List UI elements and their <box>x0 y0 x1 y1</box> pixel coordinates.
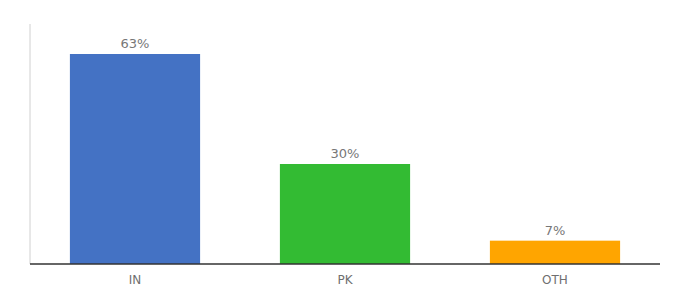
x-tick-label: PK <box>337 273 353 287</box>
y-axis-line <box>30 24 31 264</box>
x-axis-line <box>30 263 660 265</box>
data-label: 63% <box>121 36 150 51</box>
data-label: 7% <box>545 223 566 238</box>
chart-svg: 63% 30% 7% IN PK OTH <box>0 0 680 300</box>
bar <box>70 54 200 264</box>
data-label: 30% <box>331 146 360 161</box>
x-tick-label: OTH <box>542 273 568 287</box>
bar <box>490 241 620 264</box>
bar <box>280 164 410 264</box>
chart-container: 63% 30% 7% IN PK OTH <box>0 0 680 300</box>
bars <box>70 54 620 264</box>
x-tick-label: IN <box>129 273 142 287</box>
